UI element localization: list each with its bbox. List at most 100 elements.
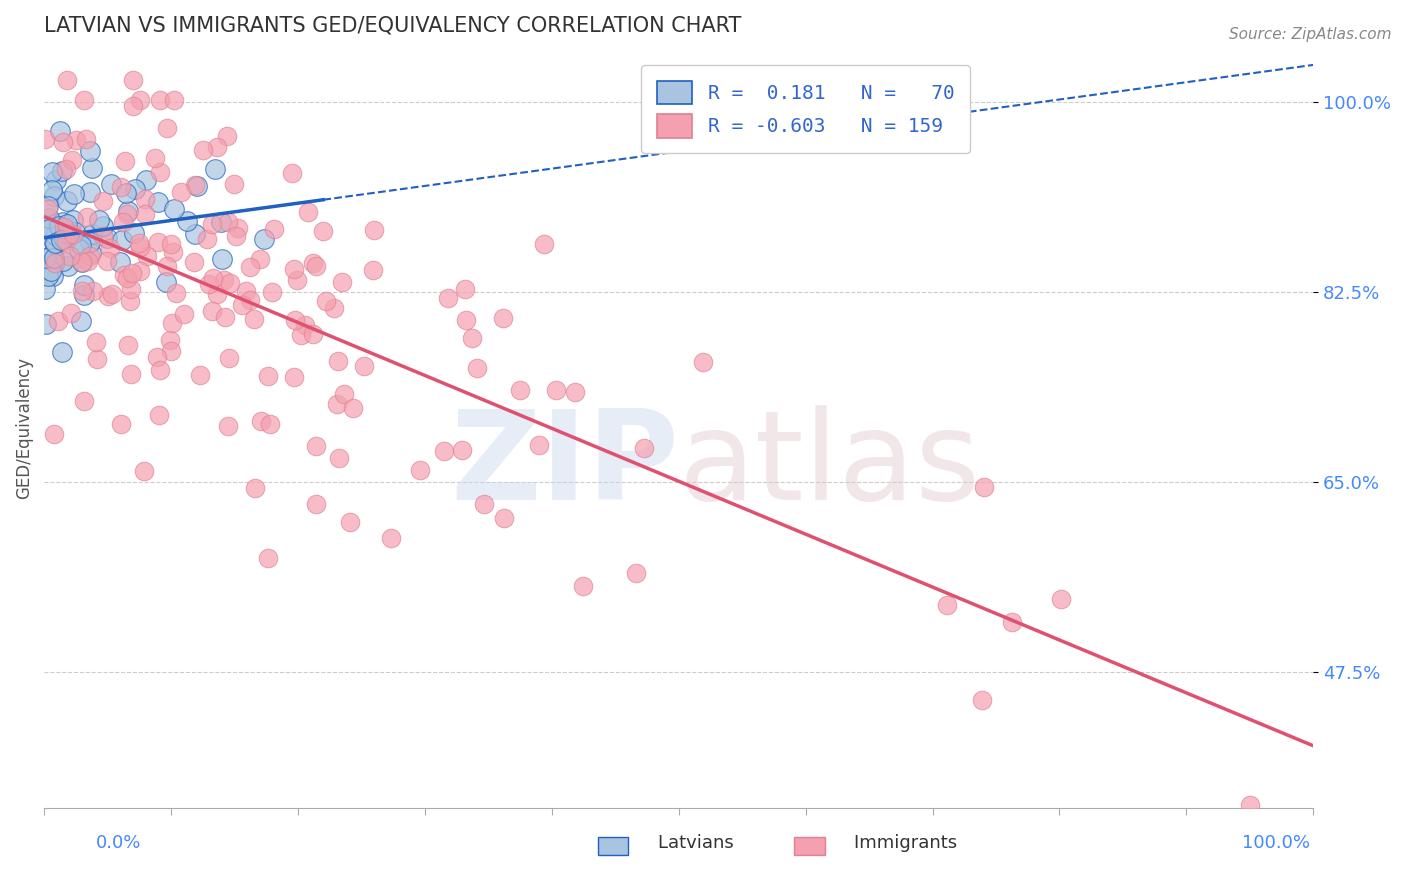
Point (146, 235, 169, 249)
Point (283, 262, 305, 277)
Point (217, 419, 239, 434)
Point (155, 275, 177, 289)
Point (633, 441, 655, 455)
Point (44, 235, 66, 250)
Point (492, 511, 515, 525)
Point (51, 215, 73, 229)
Point (115, 186, 138, 200)
Point (160, 344, 183, 359)
Point (60, 153, 83, 167)
Point (73, 93, 96, 107)
Point (38, 222, 60, 236)
Point (118, 293, 141, 308)
Point (80, 161, 103, 176)
Point (91, 194, 114, 208)
Point (76, 211, 98, 225)
Point (186, 178, 208, 193)
Point (162, 244, 184, 259)
Point (44, 228, 66, 243)
Point (49, 233, 72, 247)
Point (56, 73, 79, 87)
Point (284, 313, 307, 327)
Point (260, 285, 283, 299)
Point (302, 256, 325, 270)
Point (51, 164, 73, 178)
Point (201, 217, 224, 231)
Point (120, 367, 142, 381)
Point (38, 211, 60, 226)
Point (1239, 798, 1261, 813)
Point (450, 443, 472, 458)
Point (544, 383, 567, 397)
Point (225, 228, 247, 243)
Point (155, 121, 177, 136)
Point (564, 385, 586, 400)
Point (46, 314, 69, 328)
Text: Source: ZipAtlas.com: Source: ZipAtlas.com (1229, 27, 1392, 42)
Point (49, 124, 72, 138)
Point (297, 205, 319, 219)
Point (117, 338, 139, 352)
Point (53, 232, 76, 246)
Point (332, 276, 354, 290)
Point (41, 165, 63, 179)
Point (86, 351, 108, 366)
Point (80, 246, 103, 260)
Point (533, 236, 555, 251)
Point (112, 214, 135, 228)
Point (571, 579, 593, 593)
Point (91, 219, 114, 233)
Point (135, 249, 157, 263)
Point (339, 516, 361, 530)
Point (509, 383, 531, 397)
Point (42, 255, 65, 269)
Point (55, 161, 77, 176)
Point (149, 363, 172, 377)
Point (148, 408, 170, 422)
Point (204, 162, 226, 177)
Point (214, 310, 236, 324)
Point (195, 232, 218, 246)
Point (65, 133, 87, 147)
Point (115, 270, 138, 285)
Point (121, 266, 143, 280)
Point (52, 135, 75, 149)
Point (73, 277, 96, 292)
Point (456, 313, 478, 327)
Point (58, 227, 80, 241)
Point (51, 254, 73, 268)
Point (129, 239, 152, 253)
Point (75, 131, 97, 145)
Point (44, 235, 66, 250)
Point (41, 183, 63, 197)
Point (82, 285, 104, 299)
Point (96, 230, 118, 244)
Point (100, 177, 122, 191)
Point (82, 227, 104, 241)
Point (380, 532, 402, 546)
Point (122, 99, 145, 113)
Point (160, 236, 183, 251)
Text: Latvians: Latvians (612, 834, 734, 852)
Point (305, 497, 328, 511)
Point (239, 293, 262, 307)
Point (114, 154, 136, 169)
Point (249, 252, 271, 266)
Point (45, 173, 67, 187)
Point (89, 212, 111, 227)
Point (209, 215, 232, 229)
Point (328, 450, 350, 465)
Point (56, 194, 79, 209)
Point (197, 277, 219, 291)
Point (454, 282, 477, 296)
Point (129, 94, 152, 108)
Point (280, 166, 302, 180)
Point (62, 227, 84, 241)
Point (184, 178, 207, 192)
Point (333, 387, 356, 401)
Point (35, 219, 58, 233)
Point (235, 285, 257, 299)
Point (935, 599, 957, 613)
Point (219, 276, 242, 290)
Text: 100.0%: 100.0% (1243, 834, 1310, 852)
